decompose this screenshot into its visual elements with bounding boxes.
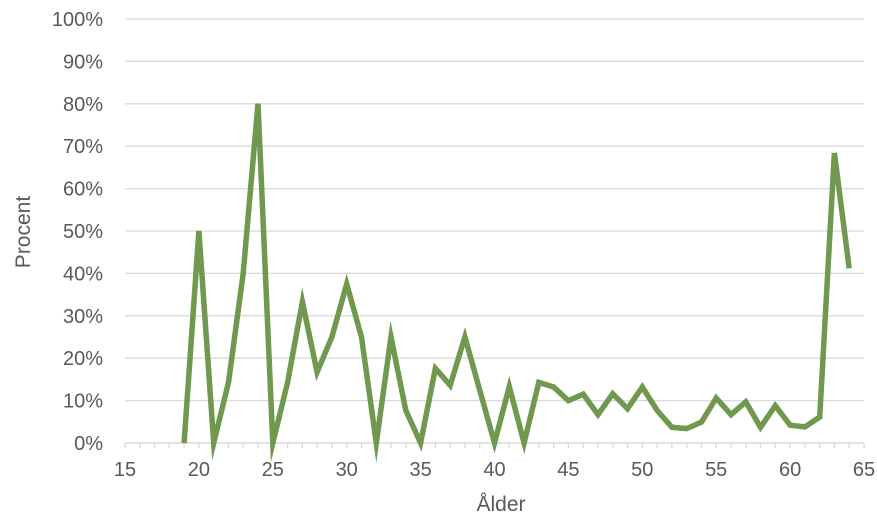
data-point — [831, 150, 837, 156]
y-tick-label: 50% — [63, 221, 103, 243]
data-point — [403, 407, 409, 413]
data-point — [580, 391, 586, 397]
x-axis-tick-labels: 15 20 25 30 35 40 45 50 55 60 65 — [114, 459, 875, 481]
data-point — [846, 265, 852, 271]
data-point — [684, 426, 690, 432]
data-point — [181, 440, 187, 446]
data-point — [373, 440, 379, 446]
x-tick-label: 65 — [853, 459, 875, 481]
y-tick-label: 90% — [63, 51, 103, 73]
y-tick-label: 40% — [63, 263, 103, 285]
x-tick-label: 50 — [631, 459, 653, 481]
data-point — [565, 398, 571, 404]
data-point — [713, 395, 719, 401]
data-point — [802, 424, 808, 430]
x-tick-label: 40 — [483, 459, 505, 481]
data-point — [698, 419, 704, 425]
data-point — [521, 440, 527, 446]
y-tick-label: 100% — [52, 9, 103, 31]
data-point — [772, 403, 778, 409]
data-point — [240, 270, 246, 276]
y-axis-tick-labels: 0% 10% 20% 30% 40% 50% 60% 70% 80% 90% 100% — [52, 9, 103, 455]
y-tick-label: 10% — [63, 391, 103, 413]
data-point — [639, 384, 645, 390]
data-point — [344, 281, 350, 287]
series-layer — [181, 101, 852, 463]
y-axis-title: Procent — [12, 196, 35, 269]
y-tick-label: 60% — [63, 179, 103, 201]
data-point — [669, 424, 675, 430]
data-point — [225, 379, 231, 385]
x-axis-title: Ålder — [476, 493, 525, 516]
x-tick-label: 45 — [557, 459, 579, 481]
x-tick-label: 20 — [188, 459, 210, 481]
data-point — [388, 334, 394, 340]
data-point — [625, 406, 631, 412]
data-point — [299, 299, 305, 305]
data-point — [285, 379, 291, 385]
x-tick-label: 30 — [336, 459, 358, 481]
data-point — [817, 414, 823, 420]
series-line-1 — [181, 103, 852, 463]
y-tick-label: 0% — [74, 433, 103, 455]
data-point — [492, 440, 498, 446]
data-point — [418, 440, 424, 446]
data-point — [314, 369, 320, 375]
x-tick-label: 15 — [114, 459, 136, 481]
data-point — [211, 440, 217, 446]
y-tick-label: 80% — [63, 94, 103, 116]
data-point — [255, 101, 261, 107]
data-point — [358, 334, 364, 340]
data-point — [477, 387, 483, 393]
y-tick-label: 70% — [63, 136, 103, 158]
data-point — [196, 228, 202, 234]
data-point — [787, 422, 793, 428]
data-point — [432, 365, 438, 371]
data-point — [536, 379, 542, 385]
x-tick-label: 55 — [705, 459, 727, 481]
data-point — [506, 384, 512, 390]
data-point — [743, 399, 749, 405]
x-tick-label: 60 — [779, 459, 801, 481]
data-point — [610, 391, 616, 397]
data-point — [447, 382, 453, 388]
data-point — [654, 407, 660, 413]
y-tick-label: 20% — [63, 348, 103, 370]
data-point — [595, 412, 601, 418]
data-point — [270, 440, 276, 446]
data-point — [329, 334, 335, 340]
data-point — [551, 384, 557, 390]
x-tick-label: 25 — [262, 459, 284, 481]
data-point — [758, 424, 764, 430]
y-tick-label: 30% — [63, 306, 103, 328]
data-point — [462, 334, 468, 340]
x-tick-label: 35 — [409, 459, 431, 481]
data-point — [728, 412, 734, 418]
